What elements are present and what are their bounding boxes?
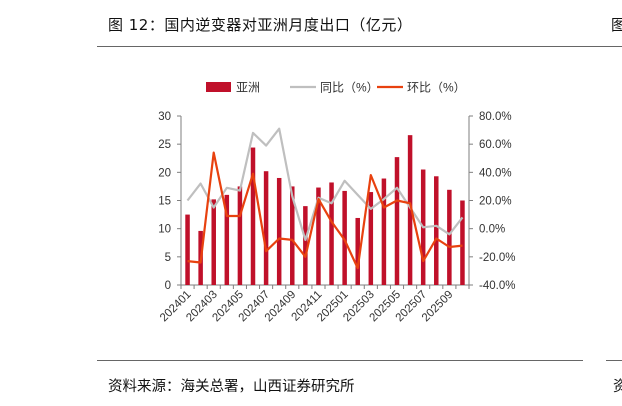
bar-202403	[211, 199, 216, 285]
cropped-neighbor-source: 资	[613, 379, 622, 395]
mom-line	[187, 151, 463, 270]
bar-202510	[460, 200, 465, 285]
yoy-line	[186, 127, 464, 241]
bar-202503	[368, 192, 374, 285]
left-axis-tick-label: 0	[165, 280, 171, 292]
chart-legend: 亚洲 同比（%） 环比（%）	[206, 81, 466, 95]
right-axis-tick-label: 40.0%	[479, 167, 512, 179]
bar-202411	[316, 187, 321, 285]
left-axis-tick-label: 20	[158, 167, 171, 179]
right-axis-tick-label: -20.0%	[479, 252, 515, 264]
figure-title: 图 12：国内逆变器对亚洲月度出口（亿元）	[108, 16, 413, 34]
source-rule	[97, 360, 583, 361]
left-axis-tick-label: 5	[165, 252, 171, 264]
legend-label: 环比（%）	[407, 81, 466, 95]
right-axis-tick-label: -40.0%	[479, 280, 515, 292]
x-axis-labels: 2024012024032024052024072024092024112025…	[158, 289, 455, 325]
bar-202504	[381, 178, 387, 285]
right-axis-tick-label: 20.0%	[479, 196, 512, 208]
source-note: 资料来源：海关总署，山西证券研究所	[108, 379, 355, 395]
legend-label: 亚洲	[236, 81, 260, 95]
bar-202412	[329, 182, 334, 285]
right-axis-tick-label: 80.0%	[479, 111, 512, 123]
bar-202408	[276, 177, 282, 285]
line-series	[186, 127, 464, 270]
bar-202406	[250, 147, 256, 285]
bar-202404	[224, 194, 230, 285]
bar-202505	[394, 157, 400, 285]
bar-202501	[342, 190, 347, 285]
bar-202407	[263, 171, 269, 285]
bar-202409	[290, 186, 295, 285]
legend-swatch-bar	[206, 82, 231, 92]
left-axis-tick-label: 10	[158, 224, 171, 236]
cropped-neighbor-title: 图	[611, 16, 622, 34]
left-axis-tick-label: 25	[158, 139, 171, 151]
title-rule	[97, 46, 622, 47]
source-rule-neighbor	[606, 360, 622, 361]
bar-202508	[434, 176, 439, 285]
legend-label: 同比（%）	[320, 81, 379, 95]
bar-202401	[185, 214, 190, 285]
left-axis-tick-label: 30	[158, 111, 171, 123]
bar-202509	[447, 189, 452, 285]
bar-202405	[237, 186, 243, 285]
right-axis-tick-label: 60.0%	[479, 139, 512, 151]
bar-202506	[407, 135, 413, 285]
right-axis-tick-label: 0.0%	[479, 224, 505, 236]
bar-202410	[303, 206, 308, 285]
left-axis-tick-label: 15	[158, 196, 171, 208]
bar-202502	[355, 217, 360, 285]
chart-axes: 0 5 10 15 20 25 30 -40.0% -20.0% 0.0% 20.0% 40.0% 60…	[158, 111, 515, 292]
